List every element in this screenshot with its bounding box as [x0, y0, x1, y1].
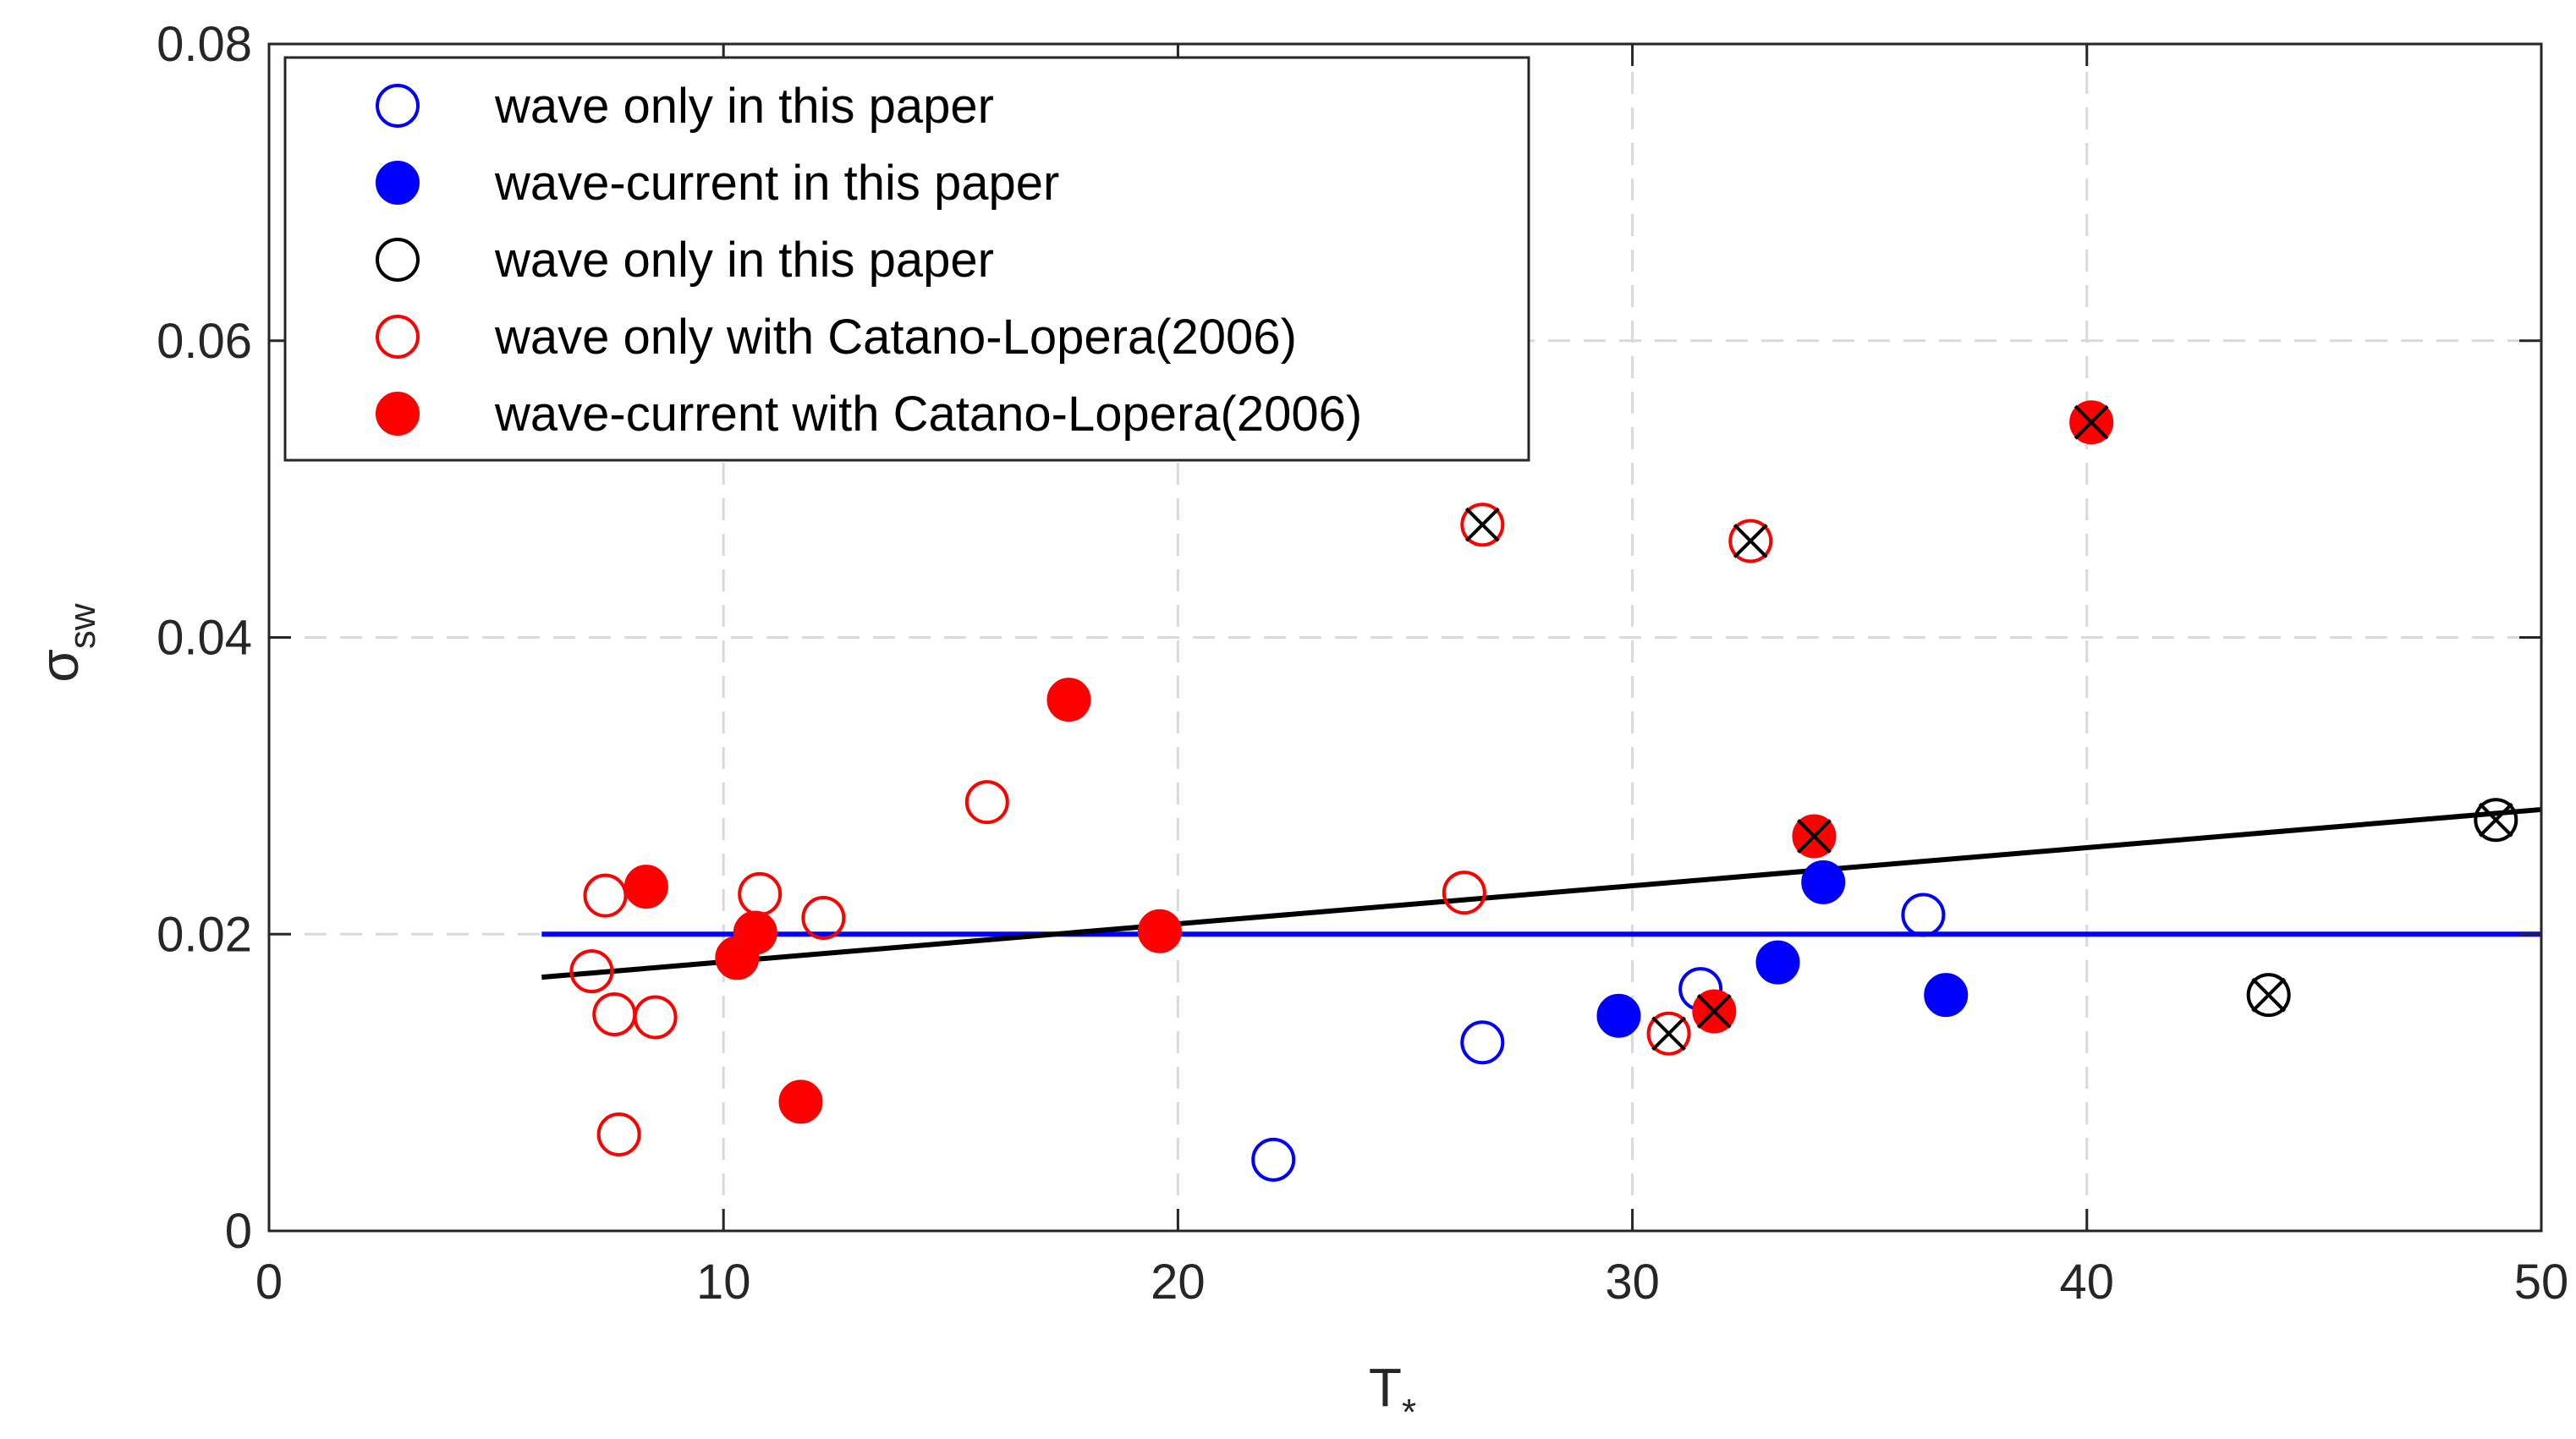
legend-marker: [376, 392, 420, 436]
cross-mark: [1651, 1016, 1686, 1052]
data-point: [633, 995, 678, 1040]
legend-label: wave only in this paper: [494, 79, 994, 134]
data-point: [1801, 860, 1846, 904]
legend-label: wave-current with Catano-Lopera(2006): [494, 387, 1362, 442]
x-tick-label: 40: [2060, 1255, 2115, 1310]
x-tick-label: 20: [1151, 1255, 1206, 1310]
data-point: [592, 991, 637, 1036]
legend-label: wave-current in this paper: [494, 156, 1059, 211]
data-point: [2246, 973, 2291, 1018]
y-axis-label-main: σ: [29, 649, 90, 683]
y-tick-label: 0.02: [157, 907, 252, 962]
data-point: [1901, 893, 1946, 937]
cross-mark: [1464, 507, 1500, 542]
data-point: [569, 949, 614, 994]
y-axis-label-subscript: sw: [62, 603, 103, 649]
legend: wave only in this paper wave-current in t…: [283, 56, 1530, 462]
data-point: [2474, 798, 2518, 843]
cross-mark: [2478, 802, 2513, 838]
legend-marker: [376, 238, 420, 282]
legend-label: wave only with Catano-Lopera(2006): [494, 310, 1297, 365]
data-point: [1755, 940, 1800, 985]
x-tick-label: 30: [1605, 1255, 1660, 1310]
x-axis-label-subscript: *: [1402, 1392, 1416, 1433]
data-point: [1442, 871, 1486, 915]
cross-mark: [2251, 977, 2287, 1013]
data-points: [569, 400, 2518, 1182]
data-point: [778, 1079, 823, 1124]
x-axis-label: T*: [1369, 1357, 1416, 1433]
x-tick-label: 50: [2514, 1255, 2569, 1310]
legend-label: wave only in this paper: [494, 233, 994, 288]
y-tick-label: 0.08: [157, 17, 252, 72]
data-point: [1646, 1011, 1691, 1056]
legend-box: [283, 56, 1530, 462]
data-point: [801, 895, 846, 940]
data-point: [964, 780, 1009, 825]
data-point: [1596, 993, 1641, 1038]
data-point: [1046, 678, 1091, 722]
cross-mark: [1696, 994, 1732, 1029]
y-tick-label: 0.06: [157, 314, 252, 369]
x-tick-labels: 0 10 20 30 40 50: [255, 1255, 2568, 1310]
legend-marker: [376, 84, 420, 128]
data-point: [1460, 503, 1505, 547]
data-point: [596, 1112, 641, 1157]
data-point: [738, 871, 783, 916]
data-point: [1924, 973, 1969, 1018]
legend-marker: [376, 161, 420, 205]
x-tick-label: 0: [255, 1255, 283, 1310]
x-axis-label-main: T: [1369, 1357, 1402, 1418]
tick-marks: [267, 42, 2543, 1233]
data-point: [583, 873, 628, 918]
cross-mark: [1733, 524, 1768, 558]
data-point: [623, 865, 668, 909]
cross-mark: [2073, 404, 2109, 440]
cross-mark: [1797, 819, 1832, 854]
data-point: [733, 910, 777, 955]
fit-lines: [541, 806, 2542, 980]
legend-marker: [376, 315, 420, 359]
y-tick-label: 0.04: [157, 611, 252, 666]
y-tick-label: 0: [225, 1204, 252, 1259]
data-point: [1728, 519, 1773, 563]
data-point: [1137, 909, 1182, 953]
y-tick-labels: 0 0.02 0.04 0.06 0.08: [157, 17, 252, 1259]
fit-line: [541, 806, 2542, 980]
data-point: [1251, 1137, 1296, 1182]
cross-marks: [1464, 404, 2513, 1052]
x-tick-label: 10: [696, 1255, 751, 1310]
data-point: [1460, 1020, 1505, 1065]
y-axis-label: σsw: [29, 603, 103, 683]
